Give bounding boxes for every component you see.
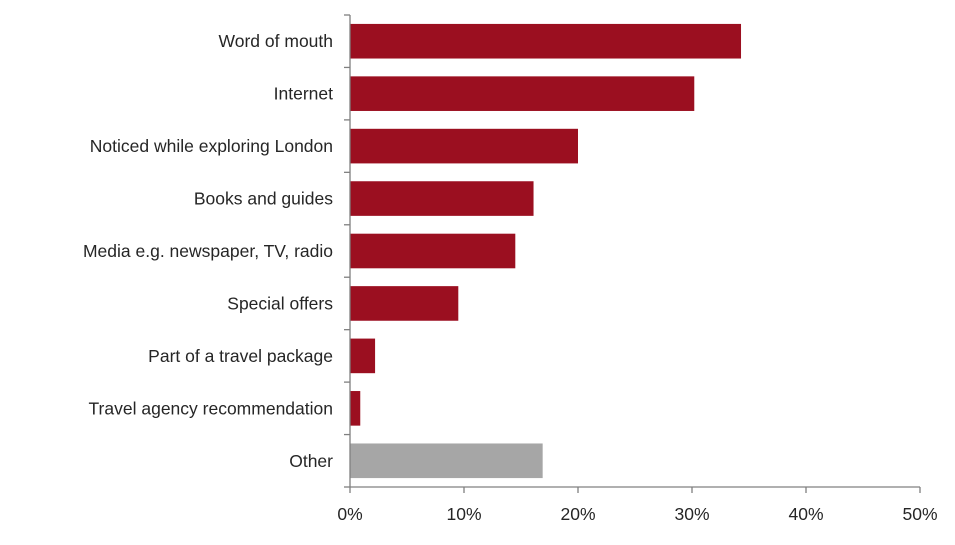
x-tick-label: 20% <box>560 504 595 524</box>
category-label: Other <box>289 451 333 471</box>
category-label: Internet <box>274 84 333 104</box>
category-label: Travel agency recommendation <box>89 398 333 418</box>
category-label: Word of mouth <box>219 31 333 51</box>
category-label: Noticed while exploring London <box>90 136 333 156</box>
x-tick-label: 10% <box>446 504 481 524</box>
axes-layer <box>344 14 921 493</box>
bar-9 <box>350 443 543 479</box>
bar-2 <box>350 76 695 111</box>
bars-layer <box>350 23 742 479</box>
bar-7 <box>350 338 376 374</box>
x-tick-label: 50% <box>902 504 937 524</box>
labels-layer: Word of mouth Internet Noticed while explo… <box>83 31 938 524</box>
x-tick-label: 0% <box>337 504 362 524</box>
category-label: Media e.g. newspaper, TV, radio <box>83 241 333 261</box>
bar-8 <box>350 391 361 426</box>
bar-3 <box>350 128 578 164</box>
bar-4 <box>350 181 534 216</box>
x-tick-label: 30% <box>674 504 709 524</box>
x-tick-label: 40% <box>788 504 823 524</box>
category-label: Part of a travel package <box>148 346 333 366</box>
category-label: Books and guides <box>194 189 333 209</box>
bar-1 <box>350 23 742 59</box>
bar-5 <box>350 233 516 269</box>
bar-6 <box>350 286 459 321</box>
category-label: Special offers <box>227 293 333 313</box>
